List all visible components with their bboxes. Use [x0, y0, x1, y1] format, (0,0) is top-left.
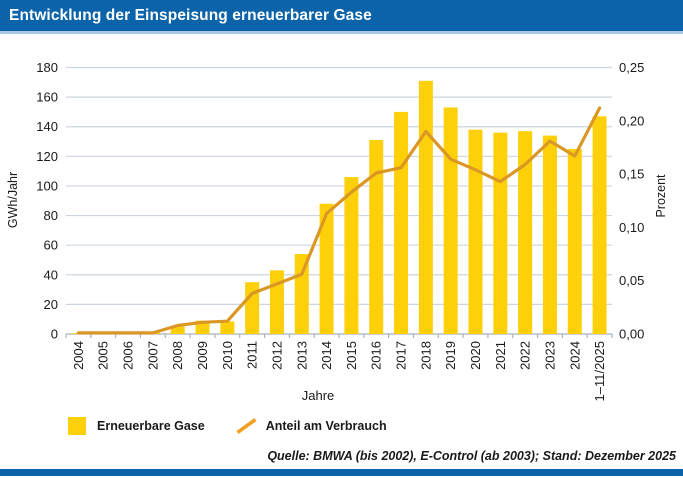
bar	[493, 132, 508, 334]
svg-text:2022: 2022	[518, 341, 533, 370]
svg-text:0,15: 0,15	[619, 167, 644, 182]
svg-text:2009: 2009	[195, 341, 210, 370]
svg-text:0,10: 0,10	[619, 220, 644, 235]
svg-text:160: 160	[36, 90, 58, 105]
svg-text:100: 100	[36, 178, 58, 193]
bar	[567, 148, 582, 334]
bar-swatch-icon	[68, 417, 86, 435]
svg-text:0,25: 0,25	[619, 60, 644, 75]
bar	[592, 116, 607, 334]
svg-text:0,20: 0,20	[619, 113, 644, 128]
svg-text:180: 180	[36, 60, 58, 75]
y-axis-right-title: Prozent	[654, 174, 668, 218]
bar	[220, 321, 235, 334]
svg-text:2005: 2005	[96, 341, 111, 370]
svg-text:2020: 2020	[468, 341, 483, 370]
bar	[369, 140, 384, 334]
bar	[319, 203, 334, 334]
y-axis-left-title: GWh/Jahr	[6, 172, 20, 228]
svg-text:1–11/2025: 1–11/2025	[592, 341, 607, 402]
svg-text:2012: 2012	[269, 341, 284, 370]
svg-text:2007: 2007	[145, 341, 160, 370]
bar	[344, 177, 359, 334]
x-axis-labels: 2004 2005 2006 2007 2008 2009 2010 2011 2012 2013…	[71, 341, 607, 402]
svg-text:2008: 2008	[170, 341, 185, 370]
y-axis-right-ticks: 0,00 0,05 0,10 0,15 0,20 0,25	[619, 60, 644, 342]
page-title: Entwicklung der Einspeisung erneuerbarer…	[9, 6, 372, 24]
footer-rule	[0, 469, 683, 476]
share-line	[76, 106, 602, 335]
svg-text:2006: 2006	[121, 341, 136, 370]
legend-label: Erneuerbare Gase	[97, 419, 205, 433]
x-axis	[65, 333, 613, 338]
svg-text:2011: 2011	[245, 341, 260, 369]
svg-text:2015: 2015	[344, 341, 359, 370]
legend-item-erneuerbare-gase: Erneuerbare Gase	[68, 417, 205, 435]
svg-text:0: 0	[51, 327, 58, 342]
bar	[518, 131, 533, 334]
bars-erneuerbare-gase	[71, 80, 607, 335]
svg-text:2018: 2018	[418, 341, 433, 370]
svg-text:140: 140	[36, 119, 58, 134]
svg-text:2021: 2021	[493, 341, 508, 370]
svg-text:0,05: 0,05	[619, 273, 644, 288]
svg-text:2010: 2010	[220, 341, 235, 370]
svg-text:2019: 2019	[443, 341, 458, 370]
line-swatch-icon	[236, 418, 257, 434]
svg-text:2023: 2023	[542, 341, 557, 370]
bar	[170, 326, 185, 334]
svg-text:60: 60	[44, 238, 58, 253]
svg-text:2014: 2014	[319, 341, 334, 370]
legend: Erneuerbare Gase Anteil am Verbrauch	[68, 414, 387, 438]
bar	[468, 129, 483, 334]
svg-text:2013: 2013	[294, 341, 309, 370]
legend-item-anteil-am-verbrauch: Anteil am Verbrauch	[235, 417, 387, 435]
bar	[418, 80, 433, 334]
svg-text:40: 40	[44, 267, 58, 282]
x-axis-title: Jahre	[302, 388, 335, 403]
source-note: Quelle: BMWA (bis 2002), E-Control (ab 2…	[267, 449, 676, 463]
svg-text:20: 20	[44, 297, 58, 312]
bar	[394, 111, 409, 335]
svg-text:2017: 2017	[394, 341, 409, 370]
svg-text:2024: 2024	[567, 341, 582, 370]
legend-label: Anteil am Verbrauch	[265, 419, 387, 433]
svg-text:2004: 2004	[71, 341, 86, 370]
svg-text:80: 80	[44, 208, 58, 223]
y-axis-left-ticks: 0 20 40 60 80 100 120 140 160 180	[36, 60, 58, 342]
svg-text:120: 120	[36, 149, 58, 164]
chart-canvas: 0 20 40 60 80 100 120 140 160 180 0,00 0,05 0,10 0,15…	[6, 60, 668, 403]
svg-text:0,00: 0,00	[619, 327, 644, 342]
bar	[269, 270, 284, 334]
title-bar: Entwicklung der Einspeisung erneuerbarer…	[0, 0, 683, 34]
svg-text:2016: 2016	[369, 341, 384, 370]
bar	[542, 135, 557, 334]
bar	[443, 107, 458, 334]
